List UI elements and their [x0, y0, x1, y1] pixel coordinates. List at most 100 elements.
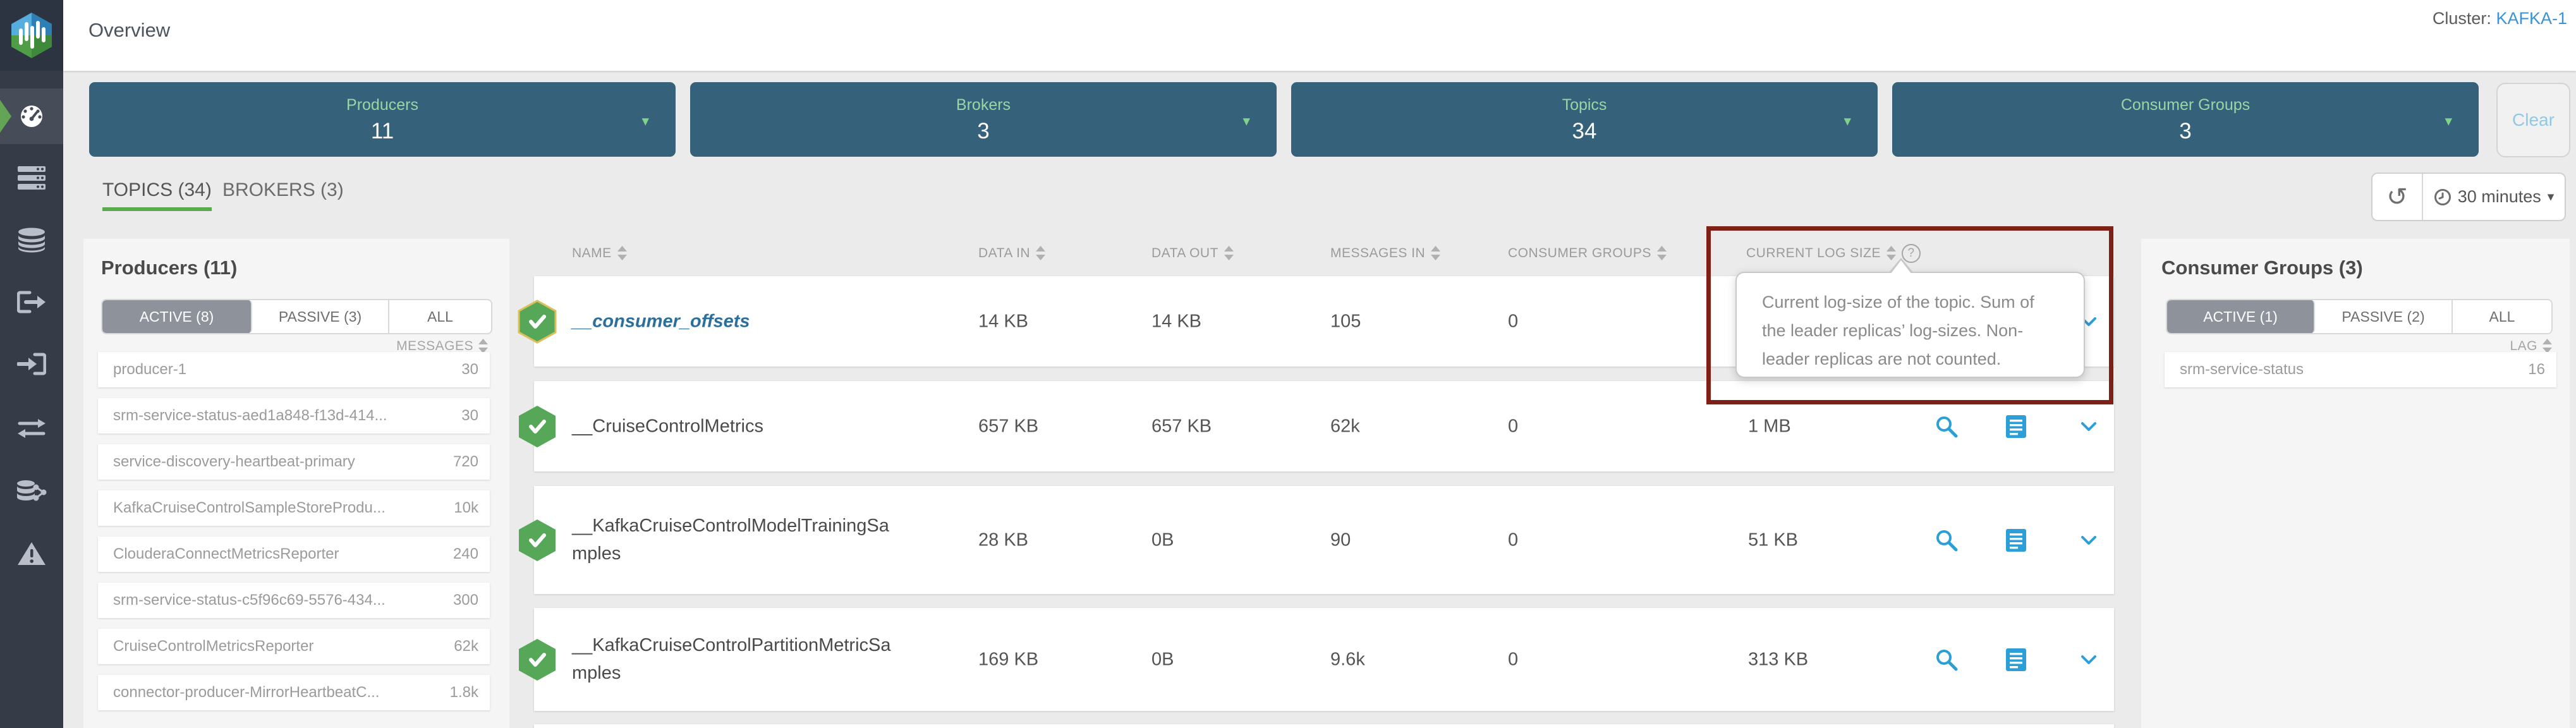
producer-row[interactable]: CruiseControlMetricsReporter 62k — [98, 629, 490, 664]
producer-row[interactable]: connector-producer-MirrorHeartbeatC... 1… — [98, 675, 490, 710]
producers-filter-all[interactable]: ALL — [427, 308, 453, 325]
chevron-down-icon[interactable]: ▾ — [641, 112, 649, 129]
healthy-status-hexagon-icon — [518, 299, 557, 344]
producer-row[interactable]: srm-service-status-c5f96c69-5576-434... … — [98, 583, 490, 618]
chevron-down-icon[interactable]: ▾ — [1844, 112, 1851, 129]
cluster-name-link[interactable]: KAFKA-1 — [2496, 9, 2567, 28]
time-range-dropdown[interactable]: 30 minutes ▾ — [2423, 174, 2565, 220]
sort-icon — [1224, 246, 1234, 260]
sort-icon — [2543, 339, 2552, 353]
topic-row[interactable]: __KafkaCruiseControlModelTrainingSamples… — [519, 486, 2114, 594]
producers-filter-active[interactable]: ACTIVE (8) — [102, 300, 252, 333]
producer-name: ClouderaConnectMetricsReporter — [113, 545, 339, 562]
sidebar-item-replication[interactable] — [0, 398, 63, 459]
producer-row[interactable]: KafkaCruiseControlSampleStoreProdu... 10… — [98, 490, 490, 526]
app-logo[interactable] — [0, 0, 63, 71]
producers-panel-title: Producers (11) — [101, 257, 238, 279]
tab-brokers[interactable]: BROKERS (3) — [222, 179, 344, 200]
producer-row[interactable]: service-discovery-heartbeat-primary 720 — [98, 444, 490, 480]
sidebar-item-topics[interactable] — [0, 210, 63, 270]
expand-chevron-icon[interactable] — [2081, 655, 2097, 665]
column-header-data-in[interactable]: DATA IN — [978, 243, 1046, 264]
topic-consumer-groups: 0 — [1508, 311, 1519, 331]
topics-filter-card[interactable]: Topics 34 ▾ — [1291, 82, 1878, 157]
alert-warning-icon — [18, 542, 46, 565]
card-value: 3 — [2179, 119, 2192, 143]
topic-data-out: 14 KB — [1151, 311, 1201, 331]
topic-name-link[interactable]: __consumer_offsets — [572, 311, 750, 332]
clear-filters-button[interactable]: Clear — [2496, 83, 2570, 157]
producer-row[interactable]: producer-1 30 — [98, 352, 490, 387]
topic-name[interactable]: __CruiseControlMetrics — [572, 416, 763, 437]
messages-column-header[interactable]: MESSAGES — [396, 339, 488, 354]
topic-data-in: 14 KB — [978, 311, 1028, 331]
producer-name: service-discovery-heartbeat-primary — [113, 453, 355, 470]
producer-row[interactable]: srm-service-status-aed1a848-f13d-414... … — [98, 398, 490, 434]
topic-messages-in: 90 — [1330, 530, 1351, 550]
producers-panel: Producers (11) ACTIVE (8) PASSIVE (3) AL… — [83, 239, 509, 728]
lag-column-header[interactable]: LAG — [2510, 339, 2552, 354]
producer-messages: 30 — [461, 361, 478, 378]
column-header-name[interactable]: NAME — [572, 243, 627, 264]
column-header-messages-in[interactable]: MESSAGES IN — [1330, 243, 1441, 264]
column-label: CONSUMER GROUPS — [1508, 246, 1651, 260]
sidebar-item-overview[interactable] — [0, 88, 63, 144]
topic-consumer-groups: 0 — [1508, 530, 1519, 550]
sidebar — [0, 0, 63, 728]
topic-current-log-size: 1 MB — [1748, 416, 1791, 436]
column-header-current-log-size[interactable]: CURRENT LOG SIZE ? — [1746, 243, 1921, 264]
data-explorer-search-icon[interactable] — [1935, 529, 1958, 552]
expand-chevron-icon[interactable] — [2081, 535, 2097, 545]
time-range-label: 30 minutes — [2457, 187, 2541, 206]
topic-profile-icon[interactable] — [2006, 415, 2026, 438]
topic-profile-icon[interactable] — [2006, 528, 2026, 552]
tab-topics[interactable]: TOPICS (34) — [102, 179, 212, 211]
healthy-status-hexagon-icon — [519, 638, 556, 681]
producers-filter-card[interactable]: Producers 11 ▾ — [89, 82, 676, 157]
sidebar-item-brokers[interactable] — [0, 148, 63, 209]
producer-messages: 300 — [453, 592, 478, 609]
sidebar-item-producers[interactable] — [0, 272, 63, 332]
topic-profile-icon[interactable] — [2006, 648, 2026, 671]
column-label: DATA OUT — [1151, 246, 1218, 260]
refresh-button[interactable]: ↺ — [2372, 174, 2423, 220]
topic-consumer-groups: 0 — [1508, 416, 1519, 436]
column-header-data-out[interactable]: DATA OUT — [1151, 243, 1234, 264]
consumer-group-name: srm-service-status — [2180, 361, 2304, 378]
consumer-groups-filter-active[interactable]: ACTIVE (1) — [2167, 300, 2315, 333]
tooltip-arrow — [1890, 260, 1912, 274]
consumer-groups-filter-card[interactable]: Consumer Groups 3 ▾ — [1892, 82, 2479, 157]
card-value: 34 — [1572, 119, 1597, 143]
sidebar-item-data-explorer[interactable] — [0, 461, 63, 521]
consumer-groups-filter-passive[interactable]: PASSIVE (2) — [2315, 300, 2453, 333]
data-explorer-search-icon[interactable] — [1935, 415, 1958, 438]
consumer-groups-panel: Consumer Groups (3) ACTIVE (1) PASSIVE (… — [2141, 239, 2570, 728]
page-title: Overview — [88, 19, 171, 41]
consumer-group-row[interactable]: srm-service-status 16 — [2165, 352, 2556, 387]
chevron-down-icon[interactable]: ▾ — [1242, 112, 1250, 129]
cluster-selector: Cluster: KAFKA-1 — [2433, 9, 2567, 28]
consumer-groups-filter-all[interactable]: ALL — [2489, 308, 2515, 325]
topic-row[interactable]: __KafkaCruiseControlPartitionMetricSampl… — [519, 608, 2114, 711]
topic-name[interactable]: __KafkaCruiseControlPartitionMetricSampl… — [572, 634, 891, 684]
topic-data-in: 657 KB — [978, 416, 1039, 436]
card-label: Topics — [1562, 96, 1607, 114]
tooltip-text: Current log-size of the topic. Sum of th… — [1762, 293, 2034, 368]
expand-chevron-icon[interactable] — [2081, 422, 2097, 432]
producer-messages: 30 — [461, 407, 478, 424]
producer-row[interactable]: ClouderaConnectMetricsReporter 240 — [98, 537, 490, 572]
healthy-status-hexagon-icon — [519, 519, 556, 561]
producer-name: producer-1 — [113, 361, 187, 378]
sidebar-item-consumers[interactable] — [0, 334, 63, 394]
producer-messages: 10k — [454, 499, 478, 516]
sidebar-item-alerts[interactable] — [0, 523, 63, 584]
card-label: Consumer Groups — [2120, 96, 2251, 114]
chevron-down-icon[interactable]: ▾ — [2445, 112, 2452, 129]
data-explorer-search-icon[interactable] — [1935, 648, 1958, 671]
topic-name[interactable]: __KafkaCruiseControlModelTrainingSamples — [572, 515, 889, 564]
brokers-filter-card[interactable]: Brokers 3 ▾ — [690, 82, 1277, 157]
producers-filter-passive[interactable]: PASSIVE (3) — [252, 300, 389, 333]
column-header-consumer-groups[interactable]: CONSUMER GROUPS — [1508, 243, 1667, 264]
producer-name: srm-service-status-c5f96c69-5576-434... — [113, 592, 386, 609]
topic-row[interactable]: __CruiseControlMetrics 657 KB 657 KB 62k… — [519, 381, 2114, 471]
